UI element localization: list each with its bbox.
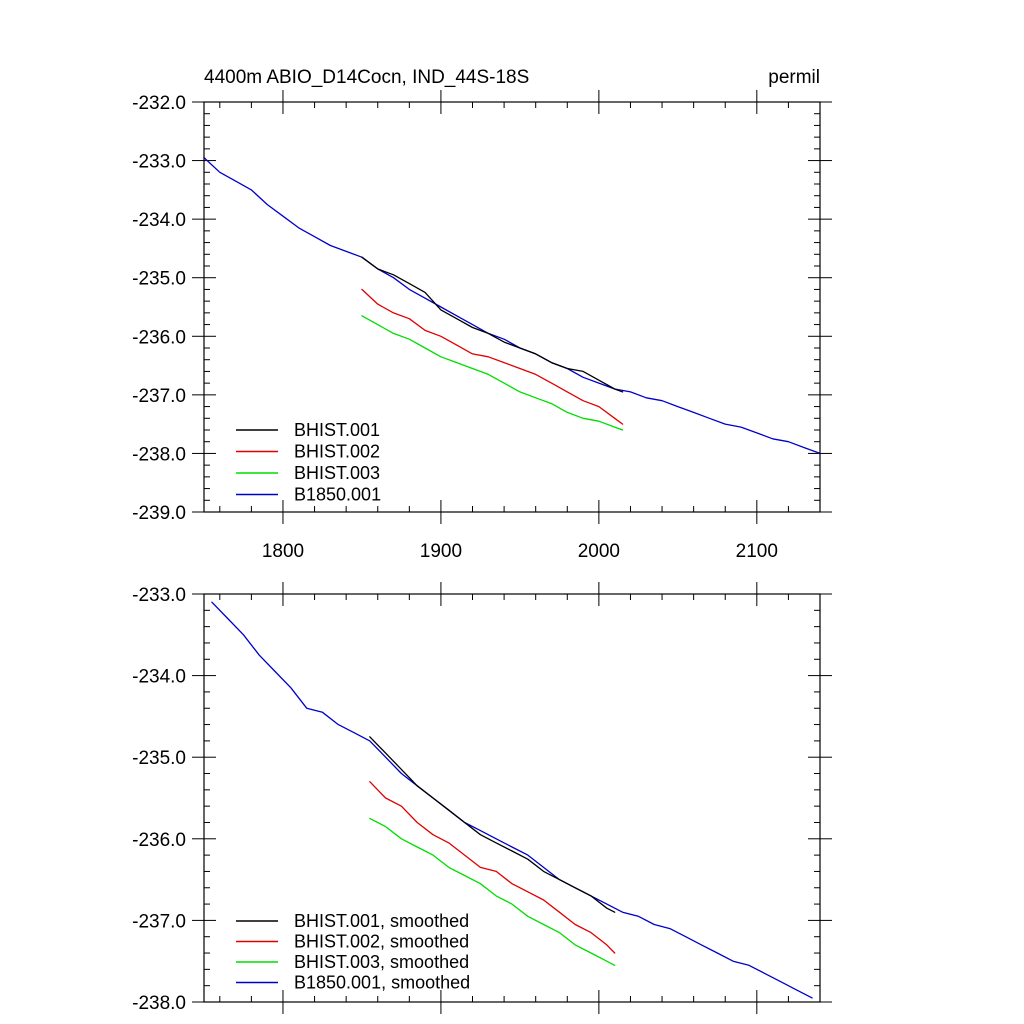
- bottom-legend-label-3: B1850.001, smoothed: [294, 973, 470, 993]
- top-series-group: [203, 156, 821, 455]
- top-ytick-label-5: -237.0: [132, 386, 186, 407]
- top-ytick-label-4: -236.0: [132, 327, 186, 348]
- top-panel-title: 4400m ABIO_D14Cocn, IND_44S-18S: [204, 67, 529, 88]
- bottom-ytick-label-4: -237.0: [132, 911, 186, 932]
- top-xtick-label-2100: 2100: [736, 541, 778, 562]
- top-series-bhist-003: [361, 315, 624, 431]
- top-xtick-label-1900: 1900: [420, 541, 462, 562]
- bottom-ytick-label-2: -235.0: [132, 748, 186, 769]
- top-xtick-label-1800: 1800: [262, 541, 304, 562]
- bottom-series-bhist-003: [369, 817, 616, 966]
- top-legend-label-0: BHIST.001: [294, 420, 380, 440]
- top-ytick-label-0: -232.0: [132, 93, 186, 114]
- top-panel-units: permil: [768, 67, 820, 88]
- bottom-ytick-label-0: -233.0: [132, 585, 186, 606]
- bottom-plot-frame: [203, 593, 821, 1003]
- bottom-series-bhist-002: [369, 781, 616, 954]
- top-plot-frame: [203, 101, 821, 513]
- bottom-series-group: [211, 601, 813, 999]
- bottom-legend-label-0: BHIST.001, smoothed: [294, 911, 469, 931]
- bottom-ytick-label-3: -236.0: [132, 830, 186, 851]
- bottom-ytick-label-1: -234.0: [132, 667, 186, 688]
- top-series-bhist-001: [361, 256, 624, 393]
- top-ytick-label-3: -235.0: [132, 269, 186, 290]
- top-series-bhist-002: [361, 288, 624, 425]
- top-xtick-label-2000: 2000: [578, 541, 620, 562]
- bottom-ytick-label-5: -238.0: [132, 993, 186, 1014]
- bottom-ticks: -233.0 -234.0 -235.0 -236.0 -237.0 -238.0: [132, 582, 832, 1014]
- top-series-b1850-001: [203, 156, 821, 455]
- top-legend-label-2: BHIST.003: [294, 463, 380, 483]
- top-ytick-label-1: -233.0: [132, 152, 186, 173]
- top-ytick-label-7: -239.0: [132, 503, 186, 524]
- top-ytick-label-6: -238.0: [132, 444, 186, 465]
- bottom-panel: -233.0 -234.0 -235.0 -236.0 -237.0 -238.0 BHI…: [132, 582, 832, 1014]
- bottom-legend-label-1: BHIST.002, smoothed: [294, 932, 469, 952]
- bottom-series-b1850-001: [211, 601, 813, 999]
- top-legend-label-3: B1850.001: [294, 485, 381, 505]
- bottom-legend-label-2: BHIST.003, smoothed: [294, 952, 469, 972]
- bottom-series-bhist-001: [369, 736, 616, 913]
- top-ticks: 1800 1900 2000 2100 -232.0 -233.0 -234.0 -235.0…: [132, 90, 832, 562]
- top-panel: 4400m ABIO_D14Cocn, IND_44S-18S permil 1…: [132, 67, 832, 562]
- top-legend-label-1: BHIST.002: [294, 442, 380, 462]
- top-ytick-label-2: -234.0: [132, 210, 186, 231]
